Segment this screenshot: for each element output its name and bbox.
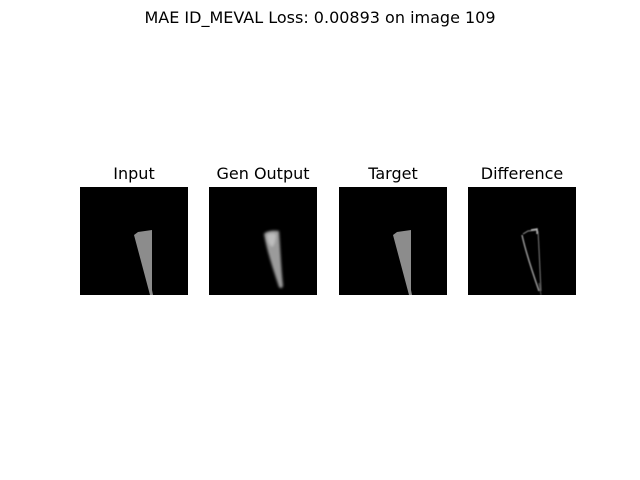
difference-image [468, 187, 576, 295]
panel-title-input: Input [113, 164, 155, 183]
figure-title: MAE ID_MEVAL Loss: 0.00893 on image 109 [144, 8, 496, 27]
panel-title-gen-output: Gen Output [216, 164, 310, 183]
gen-output-shape [264, 230, 283, 289]
input-image [80, 187, 188, 295]
gen-output-image [209, 187, 317, 295]
target-mask-shape [393, 230, 412, 295]
difference-edges [521, 228, 542, 295]
panel-difference: Difference [468, 164, 576, 295]
target-image [339, 187, 447, 295]
panel-input: Input [80, 164, 188, 295]
input-mask-shape [134, 230, 153, 295]
panel-title-target: Target [368, 164, 418, 183]
panel-title-difference: Difference [480, 164, 564, 183]
panel-target: Target [339, 164, 447, 295]
gen-output-highlight [267, 233, 276, 247]
panel-gen-output: Gen Output [209, 164, 317, 295]
